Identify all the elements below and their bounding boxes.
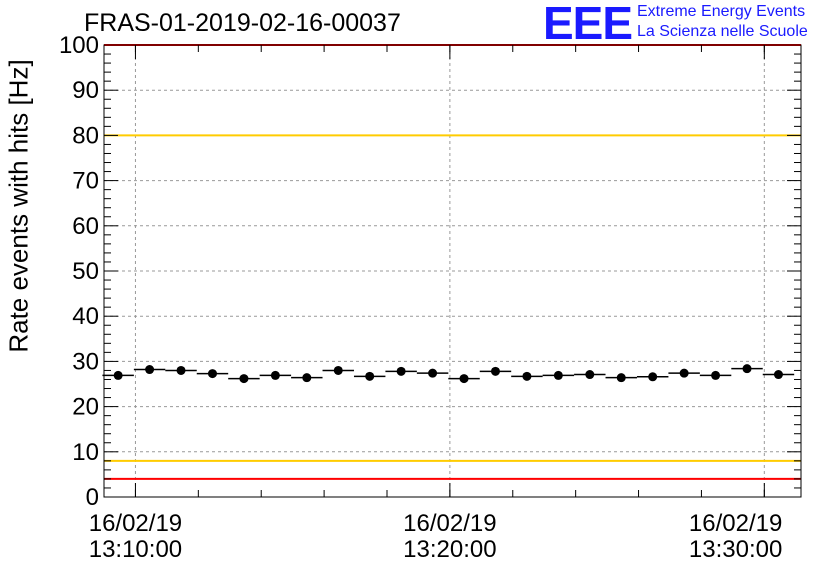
reference-lines bbox=[104, 44, 801, 480]
data-point bbox=[616, 373, 626, 383]
y-tick-label: 20 bbox=[72, 394, 99, 421]
data-point bbox=[270, 370, 280, 380]
data-point bbox=[679, 368, 689, 378]
data-point bbox=[711, 370, 721, 380]
y-tick-label: 90 bbox=[72, 77, 99, 104]
data-point bbox=[176, 365, 186, 375]
y-tick-label: 50 bbox=[72, 258, 99, 285]
grid-lines bbox=[104, 45, 801, 497]
data-point bbox=[522, 371, 532, 381]
x-tick-label-time: 13:20:00 bbox=[403, 536, 496, 563]
y-tick-label: 10 bbox=[72, 439, 99, 466]
data-point bbox=[113, 370, 123, 380]
data-point bbox=[333, 365, 343, 375]
y-tick-label: 100 bbox=[59, 32, 99, 59]
y-tick-label: 80 bbox=[72, 122, 99, 149]
data-point bbox=[145, 365, 155, 375]
data-point bbox=[490, 366, 500, 376]
data-point bbox=[428, 368, 438, 378]
y-tick-label: 40 bbox=[72, 303, 99, 330]
data-point bbox=[365, 371, 375, 381]
x-tick-label-date: 16/02/19 bbox=[403, 510, 496, 537]
x-tick-label-date: 16/02/19 bbox=[689, 510, 782, 537]
y-axis-label: Rate events with hits [Hz] bbox=[3, 59, 34, 353]
data-point bbox=[773, 370, 783, 380]
y-tick-label: 0 bbox=[86, 484, 99, 511]
data-point bbox=[239, 374, 249, 384]
data-point bbox=[553, 370, 563, 380]
data-point bbox=[459, 374, 469, 384]
data-point bbox=[396, 366, 406, 376]
data-point bbox=[207, 369, 217, 379]
eee-logo: EEE bbox=[543, 0, 633, 49]
data-point bbox=[302, 373, 312, 383]
x-tick-label-time: 13:10:00 bbox=[89, 536, 182, 563]
logo-subtitle-line2: La Scienza nelle Scuole bbox=[637, 23, 808, 40]
logo-subtitle-line1: Extreme Energy Events bbox=[637, 3, 806, 20]
data-point bbox=[585, 370, 595, 380]
chart-title: FRAS-01-2019-02-16-00037 bbox=[84, 9, 401, 37]
y-tick-label: 60 bbox=[72, 213, 99, 240]
data-point bbox=[742, 364, 752, 374]
y-tick-label: 70 bbox=[72, 168, 99, 195]
data-point bbox=[648, 372, 658, 382]
x-tick-labels: 16/02/1913:10:0016/02/1913:20:0016/02/19… bbox=[89, 510, 783, 563]
data-series bbox=[102, 364, 795, 384]
y-tick-labels: 0 10 20 30 40 50 60 70 80 90 100 bbox=[59, 32, 99, 511]
x-tick-label-time: 13:30:00 bbox=[689, 536, 782, 563]
axis-ticks bbox=[104, 44, 801, 498]
y-tick-label: 30 bbox=[72, 348, 99, 375]
x-tick-label-date: 16/02/19 bbox=[89, 510, 182, 537]
